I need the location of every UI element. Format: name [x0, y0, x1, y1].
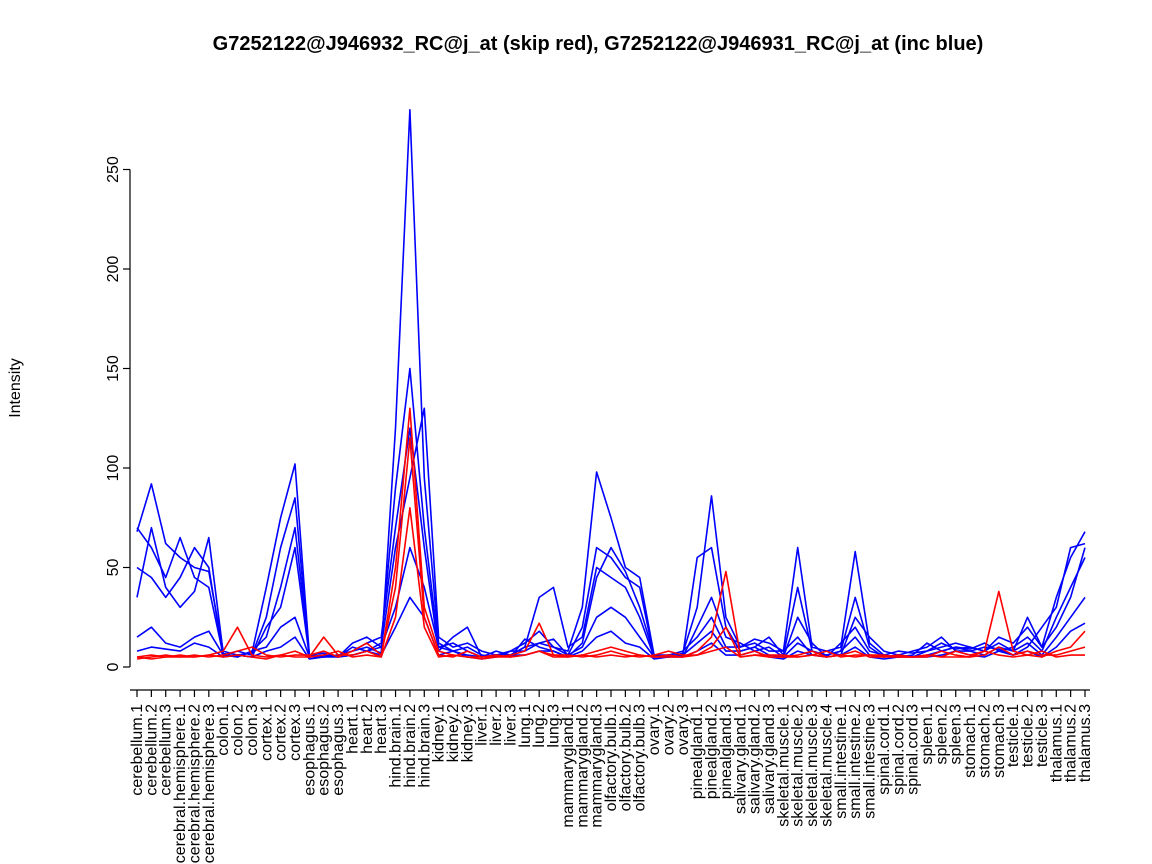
x-tick-label: stomach.3 [991, 704, 1008, 778]
x-tick-label: spinal.cord.3 [905, 704, 922, 795]
x-tick-label: colon.3 [244, 704, 261, 756]
x-tick-label: testicle.1 [1005, 704, 1022, 767]
x-tick-label: small.intestine.1 [833, 704, 850, 819]
x-tick-label: small.intestine.3 [862, 704, 879, 819]
x-tick-label: testicle.2 [1020, 704, 1037, 767]
x-tick-label: cortex.3 [287, 704, 304, 761]
x-tick-label: skeletal.muscle.2 [790, 704, 807, 827]
x-tick-label: spleen.1 [919, 704, 936, 765]
series-lines [136, 109, 1086, 660]
series-inc-probe-5 [136, 546, 1086, 658]
x-tick-label: hind.brain.1 [388, 704, 405, 788]
x-tick-label: stomach.2 [976, 704, 993, 778]
x-tick-label: esophagus.2 [316, 704, 333, 796]
y-tick-label: 200 [105, 256, 122, 283]
x-tick-label: hind.brain.2 [402, 704, 419, 788]
x-tick-label: cortex.2 [273, 704, 290, 761]
x-tick-label: kidney.1 [431, 704, 448, 763]
y-tick-label: 150 [105, 355, 122, 382]
y-tick-label: 250 [105, 156, 122, 183]
x-tick-label: heart.2 [359, 704, 376, 754]
x-tick-label: mammarygland.2 [574, 704, 591, 828]
x-tick-label: salivary.gland.1 [732, 704, 749, 814]
x-tick-label: lung.1 [517, 704, 534, 748]
y-axis: 0 50 100 150 200 250 [105, 156, 131, 671]
x-tick-label: mammarygland.1 [560, 704, 577, 828]
x-tick-label: salivary.gland.2 [747, 704, 764, 814]
x-tick-label: kidney.2 [445, 704, 462, 763]
x-tick-label: thalamus.3 [1077, 704, 1094, 782]
x-tick-label: lung.2 [531, 704, 548, 748]
x-tick-label: cerebral.hemisphere.3 [201, 704, 218, 863]
x-tick-label: liver.1 [474, 704, 491, 746]
x-tick-label: cerebellum.1 [129, 704, 146, 796]
x-tick-label: cerebellum.3 [158, 704, 175, 796]
x-tick-label: esophagus.3 [330, 704, 347, 796]
x-tick-label: olfactory.bulb.2 [617, 704, 634, 811]
x-tick-label: ovary.2 [660, 704, 677, 755]
x-tick-label: lung.3 [546, 704, 563, 748]
x-tick-label: skeletal.muscle.3 [804, 704, 821, 827]
x-tick-label: ovary.1 [646, 704, 663, 755]
x-tick-label: colon.1 [215, 704, 232, 756]
x-tick-label: skeletal.muscle.1 [775, 704, 792, 827]
x-tick-label: liver.3 [502, 704, 519, 746]
x-tick-label: ovary.3 [675, 704, 692, 755]
x-tick-label: skeletal.muscle.4 [818, 704, 835, 827]
series-inc-probe-2 [136, 367, 1086, 658]
x-tick-label: colon.2 [230, 704, 247, 756]
x-tick-label: hind.brain.3 [416, 704, 433, 788]
series-skip-probe-2 [136, 437, 1086, 660]
x-tick-label: olfactory.bulb.3 [632, 704, 649, 811]
x-tick-label: liver.2 [488, 704, 505, 746]
y-tick-label: 50 [105, 559, 122, 577]
x-tick-label: thalamus.1 [1048, 704, 1065, 782]
x-tick-label: pinealgland.3 [718, 704, 735, 799]
x-tick-label: mammarygland.3 [589, 704, 606, 828]
x-tick-label: esophagus.1 [301, 704, 318, 796]
x-tick-label: heart.3 [373, 704, 390, 754]
x-tick-label: cortex.1 [258, 704, 275, 761]
x-tick-label: cerebral.hemisphere.2 [186, 704, 203, 863]
x-tick-label: salivary.gland.3 [761, 704, 778, 814]
x-tick-label: spleen.3 [948, 704, 965, 765]
x-tick-label: spleen.2 [933, 704, 950, 765]
x-tick-label: pinealgland.2 [704, 704, 721, 799]
chart-title: G7252122@J946932_RC@j_at (skip red), G72… [213, 33, 984, 55]
x-tick-label: kidney.3 [459, 704, 476, 763]
x-tick-label: cerebral.hemisphere.1 [172, 704, 189, 863]
x-tick-label: testicle.3 [1034, 704, 1051, 767]
series-inc-probe-4 [136, 427, 1086, 658]
x-tick-label: spinal.cord.2 [890, 704, 907, 795]
series-inc-probe-3 [136, 407, 1086, 658]
y-tick-label: 0 [105, 662, 122, 671]
x-axis: cerebellum.1cerebellum.2cerebellum.3cere… [129, 689, 1094, 863]
x-tick-label: small.intestine.2 [847, 704, 864, 819]
series-skip-probe-1 [136, 407, 1086, 658]
x-tick-label: stomach.1 [962, 704, 979, 778]
x-tick-label: olfactory.bulb.1 [603, 704, 620, 811]
x-tick-label: thalamus.2 [1063, 704, 1080, 782]
x-tick-label: spinal.cord.1 [876, 704, 893, 795]
x-tick-label: heart.1 [344, 704, 361, 754]
x-tick-label: pinealgland.1 [689, 704, 706, 799]
series-skip-probe-3 [136, 506, 1085, 660]
y-axis-label: Intensity [7, 358, 24, 418]
y-tick-label: 100 [105, 455, 122, 482]
series-inc-probe-1 [136, 109, 1086, 658]
x-tick-label: cerebellum.2 [143, 704, 160, 796]
